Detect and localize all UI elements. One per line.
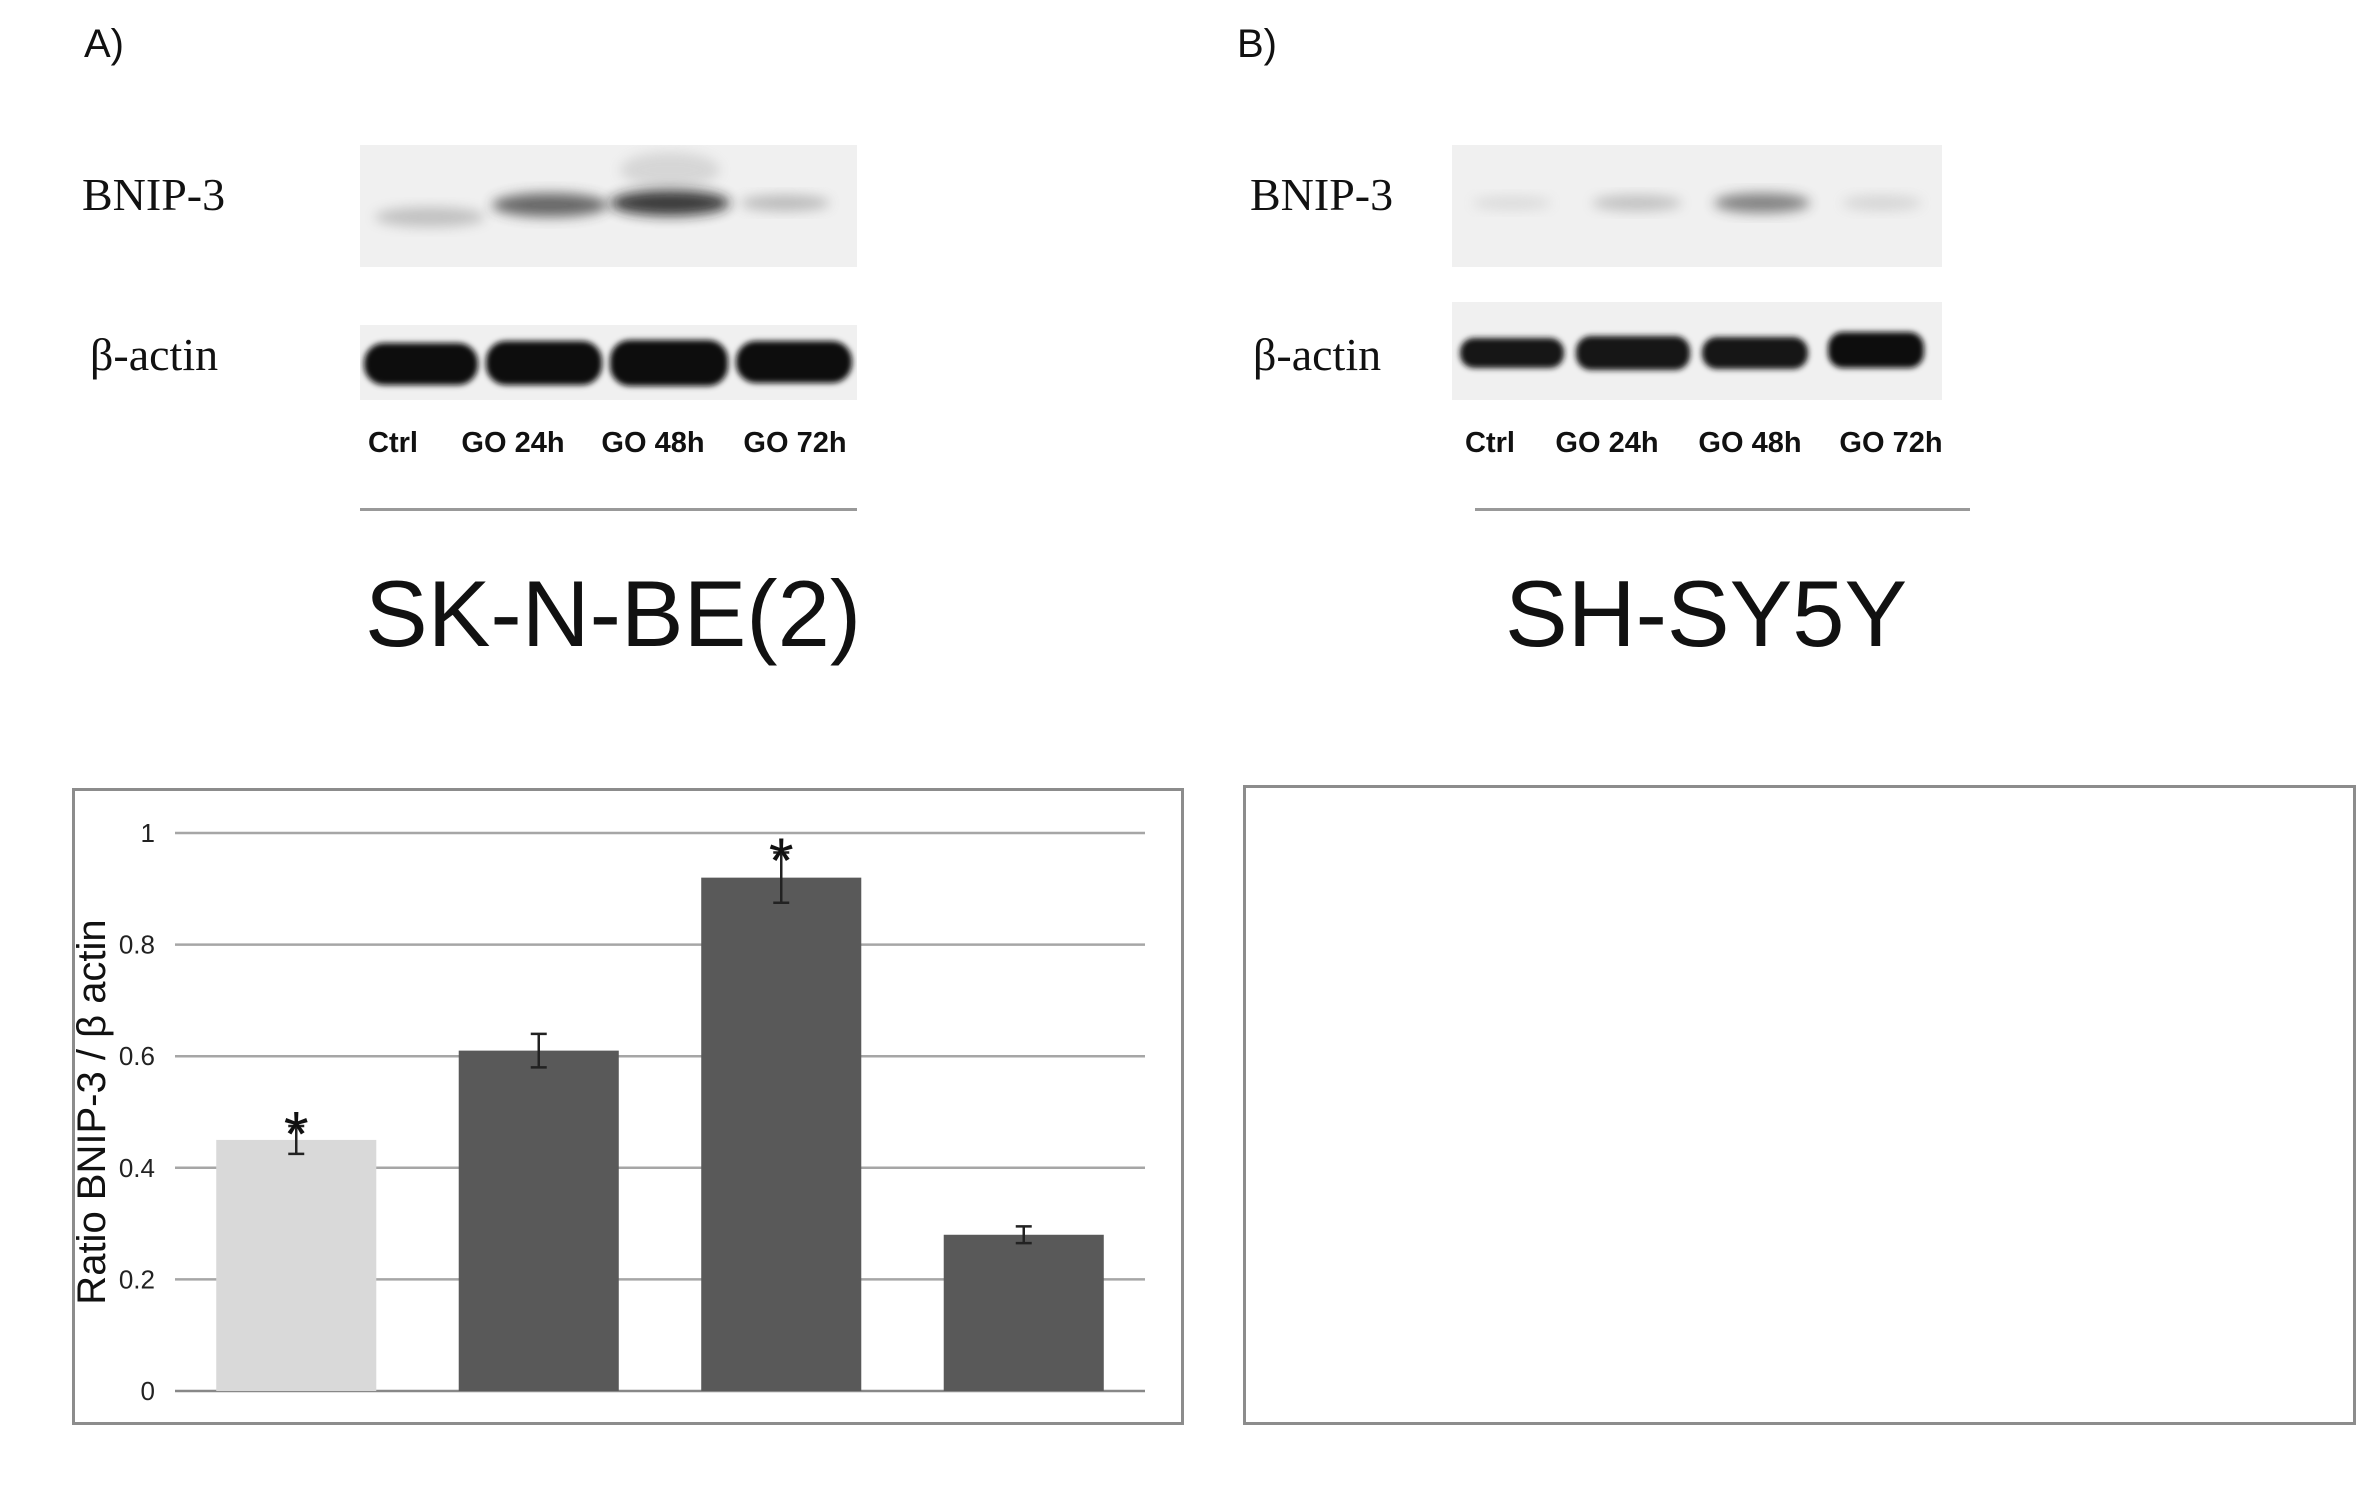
chart-a-significance-2: * <box>769 825 794 897</box>
chart-a-ytick-label: 0.2 <box>119 1264 155 1294</box>
chart-b-frame <box>1243 785 2356 1425</box>
panel-a-lane-go24: GO 24h <box>461 427 565 459</box>
panel-b-lane-go48: GO 48h <box>1698 427 1802 459</box>
chart-a-ytick-label: 0 <box>141 1376 155 1406</box>
panel-a-divider <box>360 508 857 511</box>
panel-a-lane-go72: GO 72h <box>743 427 847 459</box>
panel-b-cell-line: SH-SY5Y <box>1505 561 1908 666</box>
chart-a-bar-1 <box>458 1050 619 1391</box>
panel-b-lane-go24: GO 24h <box>1555 427 1659 459</box>
panel-a-cell-line: SK-N-BE(2) <box>365 561 862 666</box>
chart-a-ytick-label: 1 <box>141 818 155 848</box>
chart-a-ytick-label: 0.4 <box>119 1153 155 1183</box>
chart-a-bar-3 <box>943 1234 1104 1391</box>
panel-b-actin-blot <box>1452 302 1942 400</box>
panel-b-actin-label: β-actin <box>1253 329 1382 380</box>
chart-b <box>1246 788 2353 1422</box>
panel-b-bnip3-label: BNIP-3 <box>1250 169 1394 220</box>
panel-b-bnip3-blot <box>1452 145 1942 267</box>
panel-a-lane-go48: GO 48h <box>601 427 705 459</box>
chart-a-ytick-label: 0.6 <box>119 1041 155 1071</box>
chart-a-bar-0 <box>216 1139 377 1391</box>
panel-b-lane-go72: GO 72h <box>1839 427 1943 459</box>
panel-a-actin-label: β-actin <box>90 329 219 380</box>
panel-a-actin-blot <box>360 325 857 400</box>
panel-b-divider <box>1475 508 1970 511</box>
panel-b-label: B) <box>1237 22 1277 66</box>
panel-a-bnip3-label: BNIP-3 <box>82 169 226 220</box>
panel-b-lane-ctrl: Ctrl <box>1465 427 1515 459</box>
chart-a-ylabel: Ratio BNIP-3 / β actin <box>75 919 114 1304</box>
chart-a-significance-0: * <box>284 1098 309 1170</box>
panel-a-lane-ctrl: Ctrl <box>368 427 418 459</box>
chart-a-bar-2 <box>701 877 862 1391</box>
panel-a-bnip3-blot <box>360 145 857 267</box>
panel-a-label: A) <box>84 22 124 66</box>
chart-a-ytick-label: 0.8 <box>119 930 155 960</box>
